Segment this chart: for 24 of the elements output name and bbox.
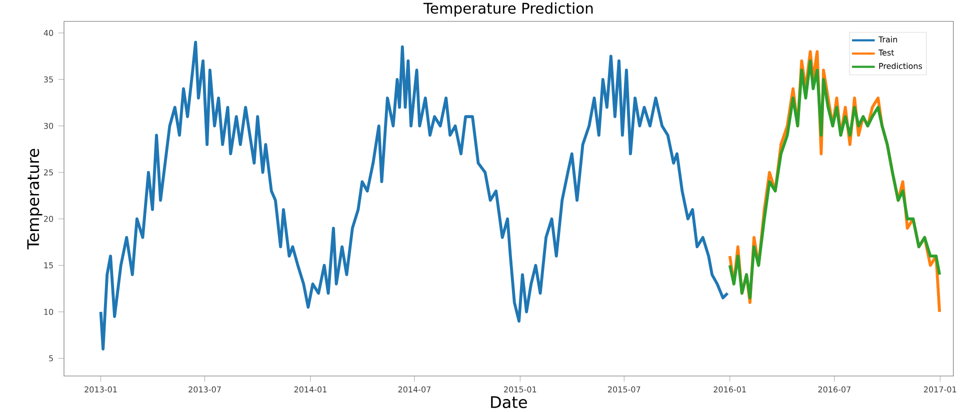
x-tick-label: 2016-01: [714, 386, 746, 392]
y-tick-label: 30: [44, 122, 54, 129]
y-tick-label: 5: [49, 355, 53, 362]
y-axis-title: Temperature: [27, 148, 42, 250]
x-tick-label: 2013-07: [188, 386, 221, 392]
y-tick-label: 20: [44, 216, 54, 222]
legend-label: Test: [878, 50, 894, 56]
x-tick-label: 2015-07: [608, 386, 640, 392]
y-tick-label: 10: [44, 308, 54, 315]
x-tick-label: 2016-07: [818, 386, 850, 392]
x-tick-label: 2014-07: [398, 386, 430, 392]
x-axis-title: Date: [491, 396, 527, 408]
y-tick-label: 35: [44, 76, 53, 82]
x-tick-label: 2015-01: [504, 386, 536, 392]
line-series: [99, 40, 730, 351]
x-tick-label: 2017-01: [924, 386, 956, 392]
legend-label: Train: [878, 36, 897, 42]
x-tick-label: 2013-01: [84, 386, 117, 392]
y-tick-label: 25: [44, 169, 53, 176]
y-tick-label: 15: [44, 262, 53, 268]
legend-label: Predictions: [879, 62, 922, 69]
x-tick-label: 2014-01: [294, 386, 326, 392]
chart-title: Temperature Prediction: [423, 2, 593, 17]
y-tick-label: 40: [44, 30, 54, 36]
